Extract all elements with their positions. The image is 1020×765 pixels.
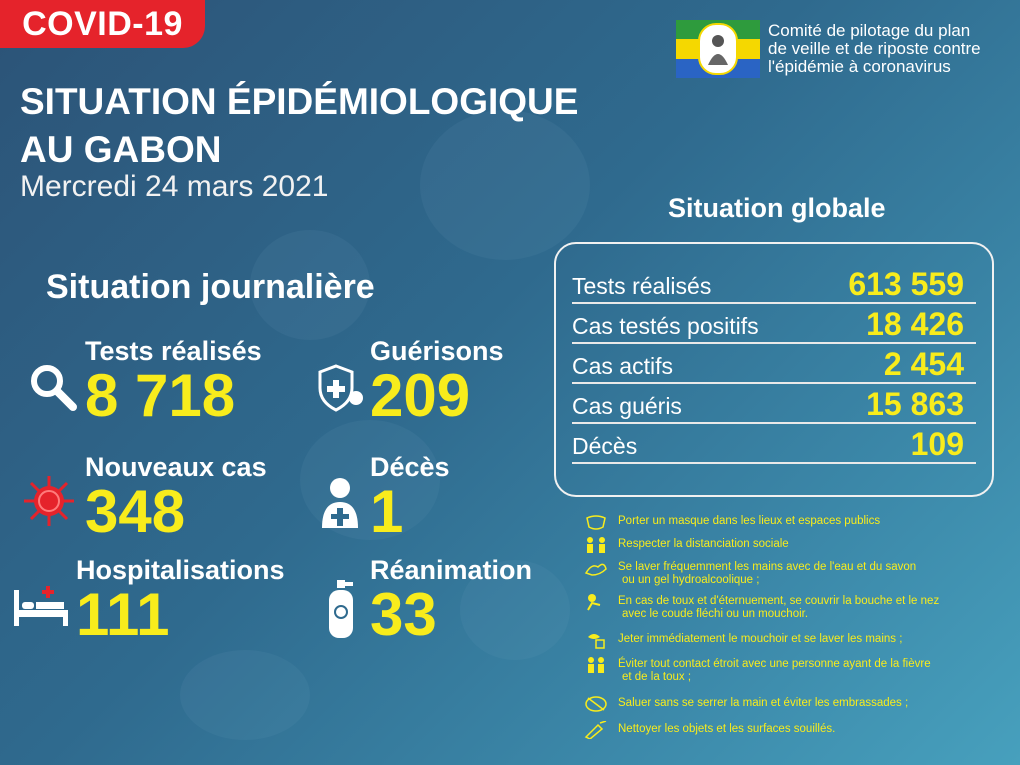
cleaning-icon [584, 720, 608, 740]
committee-line-1: Comité de pilotage du plan [768, 21, 971, 40]
tip-line: Saluer sans se serrer la main et éviter … [618, 697, 909, 709]
hospital-bed-icon [12, 584, 70, 633]
global-heading: Situation globale [668, 193, 886, 223]
shield-virus-icon [316, 362, 368, 419]
tip-line: Éviter tout contact étroit avec une pers… [618, 658, 931, 670]
title-line-1: SITUATION ÉPIDÉMIOLOGIQUE [20, 81, 579, 122]
hospitalisations-value: 111 [76, 581, 170, 648]
tip-line: et de la toux ; [622, 671, 692, 683]
covid-tag-label: COVID-19 [22, 4, 183, 43]
committee-name: Comité de pilotage du plan de veille et … [768, 22, 981, 76]
global-row-value: 109 [910, 426, 964, 462]
cough-icon [584, 593, 608, 611]
global-row: Décès 109 [572, 424, 976, 464]
hospitalisations-label: Hospitalisations [76, 555, 285, 585]
background-virus-shape [180, 650, 310, 740]
global-row-value: 15 863 [866, 386, 964, 422]
global-row-label: Cas actifs [572, 353, 673, 379]
gabon-flag-logo [676, 20, 760, 78]
global-row-value: 613 559 [848, 266, 964, 302]
tip-line: Porter un masque dans les lieux et espac… [618, 515, 881, 527]
report-date: Mercredi 24 mars 2021 [20, 170, 329, 203]
global-row-label: Décès [572, 433, 638, 459]
virus-icon [22, 474, 76, 533]
global-row: Cas actifs 2 454 [572, 344, 976, 384]
tip-line: Nettoyer les objets et les surfaces soui… [618, 723, 836, 735]
distancing-icon [584, 536, 608, 554]
new-cases-label: Nouveaux cas [85, 452, 267, 482]
gabon-republic-seal-icon [698, 23, 738, 75]
page-title: SITUATION ÉPIDÉMIOLOGIQUE AU GABON [20, 78, 578, 174]
avoid-contact-icon [584, 656, 608, 674]
tests-label: Tests réalisés [85, 336, 262, 366]
deaths-label: Décès [370, 452, 450, 482]
global-row: Tests réalisés 613 559 [572, 264, 976, 304]
person-cross-icon [318, 476, 362, 535]
global-stats-panel: Tests réalisés 613 559 Cas testés positi… [554, 242, 994, 497]
global-row-value: 2 454 [883, 346, 964, 382]
committee-line-3: l'épidémie à coronavirus [768, 57, 951, 76]
deaths-value: 1 [370, 478, 404, 545]
icu-label: Réanimation [370, 555, 533, 585]
title-line-2: AU GABON [20, 129, 222, 170]
global-row-label: Cas testés positifs [572, 313, 759, 339]
tip-line: Respecter la distanciation sociale [618, 538, 789, 550]
background-virus-shape [460, 560, 570, 660]
hand-wash-icon [584, 559, 608, 577]
tests-value: 8 718 [85, 362, 236, 429]
background-virus-shape [420, 110, 590, 260]
mask-icon [584, 513, 608, 531]
global-row-label: Tests réalisés [572, 273, 712, 299]
recoveries-value: 209 [370, 362, 471, 429]
tissue-bin-icon [584, 631, 608, 649]
tip-line: Jeter immédiatement le mouchoir et se la… [618, 633, 903, 645]
global-row-value: 18 426 [866, 306, 964, 342]
tip-line: ou un gel hydroalcoolique ; [622, 574, 760, 586]
new-cases-value: 348 [85, 478, 186, 545]
recoveries-label: Guérisons [370, 336, 504, 366]
tip-line: Se laver fréquemment les mains avec de l… [618, 561, 917, 573]
tip-line: En cas de toux et d'éternuement, se couv… [618, 595, 940, 607]
tip-line: avec le coude fléchi ou un mouchoir. [622, 608, 809, 620]
daily-heading: Situation journalière [46, 268, 375, 306]
global-row: Cas testés positifs 18 426 [572, 304, 976, 344]
magnifier-icon [28, 362, 78, 417]
committee-line-2: de veille et de riposte contre [768, 39, 981, 58]
global-row-label: Cas guéris [572, 393, 682, 419]
no-handshake-icon [584, 695, 608, 713]
covid-tag: COVID-19 [0, 0, 205, 48]
icu-value: 33 [370, 581, 437, 648]
background-virus-shape [250, 230, 370, 340]
global-row: Cas guéris 15 863 [572, 384, 976, 424]
oxygen-tank-icon [326, 578, 356, 645]
